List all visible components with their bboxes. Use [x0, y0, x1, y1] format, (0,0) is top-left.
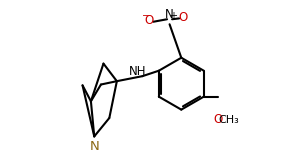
- Text: O: O: [178, 11, 188, 24]
- Text: +: +: [169, 10, 177, 21]
- Text: CH₃: CH₃: [218, 115, 239, 125]
- Text: O: O: [213, 113, 223, 126]
- Text: O: O: [145, 14, 154, 27]
- Text: N: N: [165, 8, 174, 21]
- Text: −: −: [142, 11, 150, 21]
- Text: NH: NH: [129, 66, 147, 79]
- Text: N: N: [89, 140, 99, 153]
